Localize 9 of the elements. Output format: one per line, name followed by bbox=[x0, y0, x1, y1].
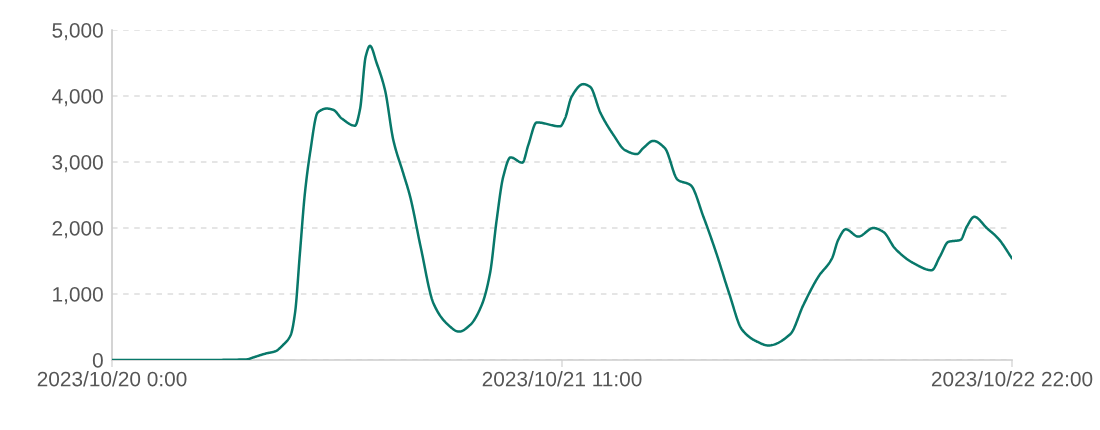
y-tick-label: 0 bbox=[92, 353, 103, 368]
y-tick-label: 5,000 bbox=[52, 23, 103, 41]
x-tick-label: 2023/10/21 11:00 bbox=[482, 371, 642, 387]
x-tick-label: 2023/10/20 0:00 bbox=[37, 371, 187, 387]
x-tick-label: 2023/10/22 22:00 bbox=[931, 371, 1093, 387]
y-tick-label: 2,000 bbox=[52, 221, 103, 239]
y-tick-label: 3,000 bbox=[52, 155, 103, 173]
y-tick-label: 1,000 bbox=[53, 287, 103, 305]
y-tick-label: 4,000 bbox=[52, 89, 103, 107]
